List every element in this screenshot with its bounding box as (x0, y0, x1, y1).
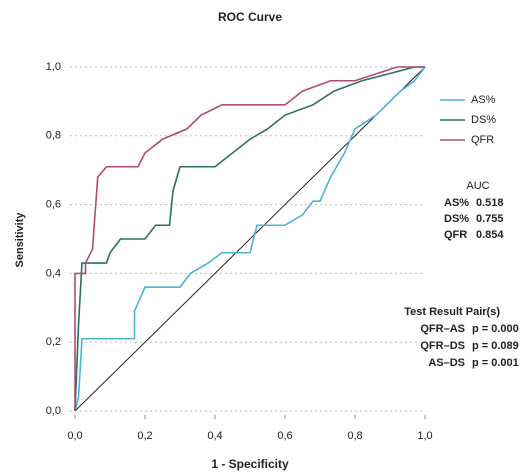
auc-name: DS% (444, 213, 469, 225)
pair-p: p = 0.001 (472, 357, 519, 369)
x-tick-label: 1,0 (417, 430, 432, 442)
x-axis-label: 1 - Specificity (211, 457, 289, 471)
auc-value: 0.854 (476, 229, 504, 241)
legend-label: AS% (471, 94, 496, 106)
pair-p: p = 0.089 (472, 340, 519, 352)
pairs-title: Test Result Pair(s) (404, 306, 500, 318)
auc-value: 0.518 (476, 197, 504, 209)
x-tick-label: 0,0 (67, 430, 82, 442)
roc-curve (74, 66, 426, 412)
pair-name: QFR–DS (420, 340, 465, 352)
y-tick-label: 0,8 (46, 130, 61, 142)
x-tick-label: 0,8 (347, 430, 362, 442)
roc-curve (74, 66, 425, 412)
auc-value: 0.755 (476, 213, 504, 225)
auc-name: QFR (444, 229, 467, 241)
roc-curve (74, 66, 425, 411)
auc-title: AUC (466, 180, 489, 192)
chart-title: ROC Curve (218, 10, 282, 24)
pair-name: QFR–AS (420, 323, 465, 335)
legend-label: QFR (471, 134, 494, 146)
y-tick-label: 0,2 (46, 336, 61, 348)
x-tick-label: 0,4 (207, 430, 222, 442)
y-axis-label: Sensitivity (14, 212, 26, 268)
pair-name: AS–DS (428, 357, 465, 369)
y-tick-label: 1,0 (46, 61, 61, 73)
y-tick-label: 0,4 (46, 267, 61, 279)
x-tick-label: 0,6 (277, 430, 292, 442)
auc-name: AS% (444, 197, 469, 209)
legend-label: DS% (471, 114, 496, 126)
y-tick-label: 0,0 (46, 405, 61, 417)
pair-p: p = 0.000 (472, 323, 519, 335)
x-tick-label: 0,2 (137, 430, 152, 442)
y-tick-label: 0,6 (46, 199, 61, 211)
reference-line (74, 66, 426, 412)
